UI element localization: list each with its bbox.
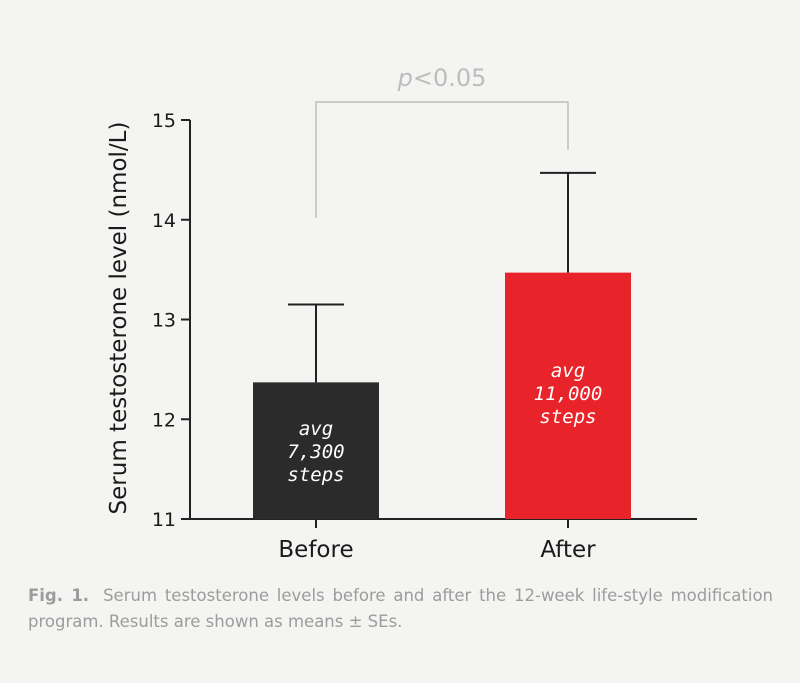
- bar-label-before: steps: [287, 464, 344, 486]
- bar-label-after: avg: [551, 360, 585, 382]
- significance-bracket-line: [315, 101, 569, 218]
- x-tick-label-after: After: [540, 537, 596, 563]
- y-tick-label: 14: [152, 210, 176, 232]
- p-value-label: p<0.05: [397, 64, 487, 92]
- bar-label-after: 11,000: [534, 383, 603, 405]
- x-tick-label-before: Before: [278, 537, 353, 563]
- figure-caption: Fig. 1. Serum testosterone levels before …: [28, 583, 773, 635]
- bar-after: [505, 272, 631, 519]
- bar-label-before: avg: [299, 418, 333, 440]
- bar-before: [253, 382, 379, 519]
- y-tick-label: 15: [152, 110, 176, 132]
- y-tick-label: 12: [152, 409, 176, 431]
- y-axis-label: Serum testosterone level (nmol/L): [106, 122, 132, 515]
- error-bars: [288, 171, 596, 383]
- caption-text: Serum testosterone levels before and aft…: [28, 586, 773, 631]
- y-tick-label: 11: [152, 509, 176, 531]
- bar-label-after: steps: [539, 406, 596, 428]
- y-tick-label: 13: [152, 310, 176, 332]
- significance-bracket: p<0.05: [315, 64, 569, 218]
- bars: [253, 272, 631, 519]
- caption-label: Fig. 1.: [28, 586, 90, 605]
- bar-label-before: 7,300: [287, 441, 344, 463]
